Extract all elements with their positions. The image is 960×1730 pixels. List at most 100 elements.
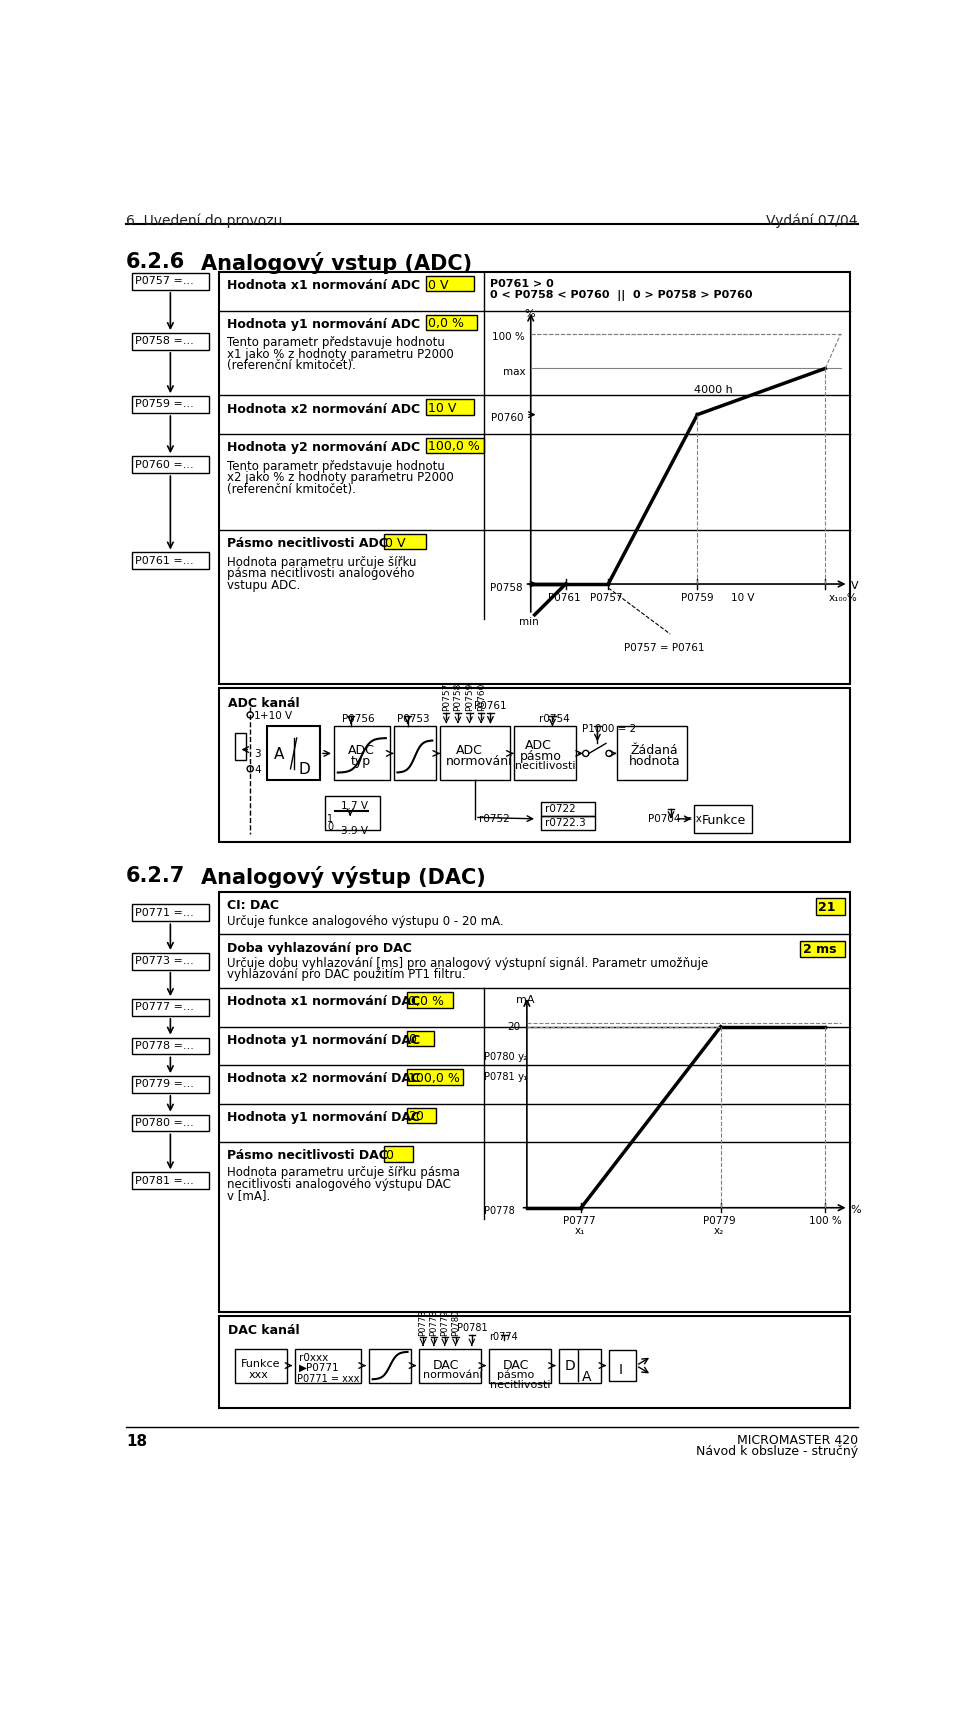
Bar <box>219 273 850 685</box>
Bar <box>407 1107 436 1123</box>
Bar <box>816 898 846 915</box>
Text: normování: normování <box>423 1368 483 1379</box>
Text: vstupu ADC.: vstupu ADC. <box>227 578 300 592</box>
Text: (referenční kmitočet).: (referenční kmitočet). <box>227 360 356 372</box>
Text: Hodnota y1 normování DAC: Hodnota y1 normování DAC <box>227 1033 420 1047</box>
Bar <box>383 1147 413 1163</box>
Bar <box>616 727 686 780</box>
Text: x2 jako % z hodnoty parametru P2000: x2 jako % z hodnoty parametru P2000 <box>227 471 454 484</box>
Text: P0778 =...: P0778 =... <box>134 1040 194 1050</box>
Bar <box>132 905 209 922</box>
Text: P0780: P0780 <box>451 1308 460 1336</box>
Text: A: A <box>582 1368 591 1382</box>
Text: P0761: P0761 <box>474 701 507 709</box>
Text: P0759: P0759 <box>465 682 474 709</box>
Bar <box>383 535 426 550</box>
Text: r0722: r0722 <box>544 804 575 815</box>
Text: 1: 1 <box>327 815 333 823</box>
Bar <box>132 457 209 474</box>
Text: 6.2.7: 6.2.7 <box>126 865 185 886</box>
Bar <box>694 806 753 834</box>
Text: 18: 18 <box>126 1434 147 1448</box>
Text: 3: 3 <box>254 749 261 758</box>
Text: P0773: P0773 <box>419 1308 427 1336</box>
Text: Hodnota y1 normování DAC: Hodnota y1 normování DAC <box>227 1111 420 1123</box>
Text: P0759 =...: P0759 =... <box>134 400 194 410</box>
Text: Analogový výstup (DAC): Analogový výstup (DAC) <box>202 865 486 887</box>
Text: mA: mA <box>516 995 535 1003</box>
Text: 4: 4 <box>254 765 261 775</box>
Text: 10 V: 10 V <box>427 401 456 415</box>
Bar <box>234 1349 287 1384</box>
Bar <box>540 803 595 817</box>
Text: 0 < P0758 < P0760  ||  0 > P0758 > P0760: 0 < P0758 < P0760 || 0 > P0758 > P0760 <box>491 291 753 301</box>
Text: Pásmo necitlivosti DAC: Pásmo necitlivosti DAC <box>227 1149 388 1163</box>
Text: P0753: P0753 <box>397 713 430 723</box>
Bar <box>540 817 595 830</box>
Text: r0754: r0754 <box>539 713 569 723</box>
Text: CI: DAC: CI: DAC <box>227 898 279 912</box>
Bar <box>489 1349 551 1384</box>
Text: Hodnota y1 normování ADC: Hodnota y1 normování ADC <box>227 318 420 330</box>
Bar <box>132 334 209 351</box>
Text: y₂: y₂ <box>517 1052 528 1062</box>
Text: D: D <box>564 1358 576 1372</box>
Text: Hodnota x2 normování ADC: Hodnota x2 normování ADC <box>227 403 420 415</box>
Text: MICROMASTER 420: MICROMASTER 420 <box>736 1434 858 1446</box>
Text: 0,0 %: 0,0 % <box>408 995 444 1007</box>
Text: min: min <box>519 618 540 626</box>
Text: 100 %: 100 % <box>492 332 524 343</box>
Text: P0779: P0779 <box>441 1308 449 1336</box>
Text: P0757 =...: P0757 =... <box>134 277 194 285</box>
Bar <box>426 438 484 453</box>
Bar <box>219 1317 850 1408</box>
Text: r0752: r0752 <box>479 813 510 823</box>
Bar <box>132 953 209 971</box>
Text: Určuje funkce analogového výstupu 0 - 20 mA.: Určuje funkce analogového výstupu 0 - 20… <box>227 913 504 927</box>
Text: 100,0 %: 100,0 % <box>427 439 480 453</box>
Text: P0761 > 0: P0761 > 0 <box>491 279 554 289</box>
Text: P0704 = x: P0704 = x <box>648 813 702 823</box>
Bar <box>219 893 850 1311</box>
Text: ADC: ADC <box>456 744 483 758</box>
Text: I: I <box>618 1362 622 1375</box>
Text: 3.9 V: 3.9 V <box>341 825 368 836</box>
Bar <box>559 1349 601 1384</box>
Text: v [mA].: v [mA]. <box>227 1189 270 1202</box>
Bar <box>407 1069 463 1085</box>
Text: P0761: P0761 <box>548 592 581 602</box>
Bar <box>295 1349 361 1384</box>
Text: P0760: P0760 <box>491 413 523 424</box>
Text: DAC: DAC <box>433 1358 460 1372</box>
Bar <box>132 1000 209 1017</box>
Bar <box>267 727 320 780</box>
Text: P0777: P0777 <box>564 1216 596 1227</box>
Text: P0757: P0757 <box>442 682 451 709</box>
Text: y₁: y₁ <box>517 1071 528 1081</box>
Text: xxx: xxx <box>249 1368 269 1379</box>
Text: 6.2.6: 6.2.6 <box>126 253 185 272</box>
Text: Návod k obsluze - stručný: Návod k obsluze - stručný <box>696 1445 858 1457</box>
Text: P0778: P0778 <box>429 1308 439 1336</box>
Bar <box>132 273 209 291</box>
Text: P0771 =...: P0771 =... <box>134 907 194 917</box>
Text: 1.7 V: 1.7 V <box>341 801 368 810</box>
Text: vyhlazování pro DAC použitím PT1 filtru.: vyhlazování pro DAC použitím PT1 filtru. <box>227 967 466 981</box>
Bar <box>234 734 247 759</box>
Text: 0 V: 0 V <box>385 536 405 548</box>
Text: P0781: P0781 <box>457 1323 487 1332</box>
Text: Funkce: Funkce <box>702 815 746 827</box>
Text: %: % <box>851 1204 861 1214</box>
Text: x₁₀₀%: x₁₀₀% <box>829 592 858 602</box>
Text: Hodnota x1 normování DAC: Hodnota x1 normování DAC <box>227 995 420 1009</box>
Text: P0759: P0759 <box>681 592 713 602</box>
Text: pásmo: pásmo <box>520 749 562 763</box>
Bar <box>801 941 846 958</box>
Text: necitlivosti analogového výstupu DAC: necitlivosti analogového výstupu DAC <box>227 1176 451 1190</box>
Text: ▶P0771: ▶P0771 <box>299 1362 340 1372</box>
Text: 10 V: 10 V <box>731 592 754 602</box>
Text: P0760: P0760 <box>477 682 486 709</box>
Text: P0757 = P0761: P0757 = P0761 <box>624 642 705 652</box>
Text: 0 V: 0 V <box>427 279 448 291</box>
Text: normování: normování <box>446 754 513 768</box>
